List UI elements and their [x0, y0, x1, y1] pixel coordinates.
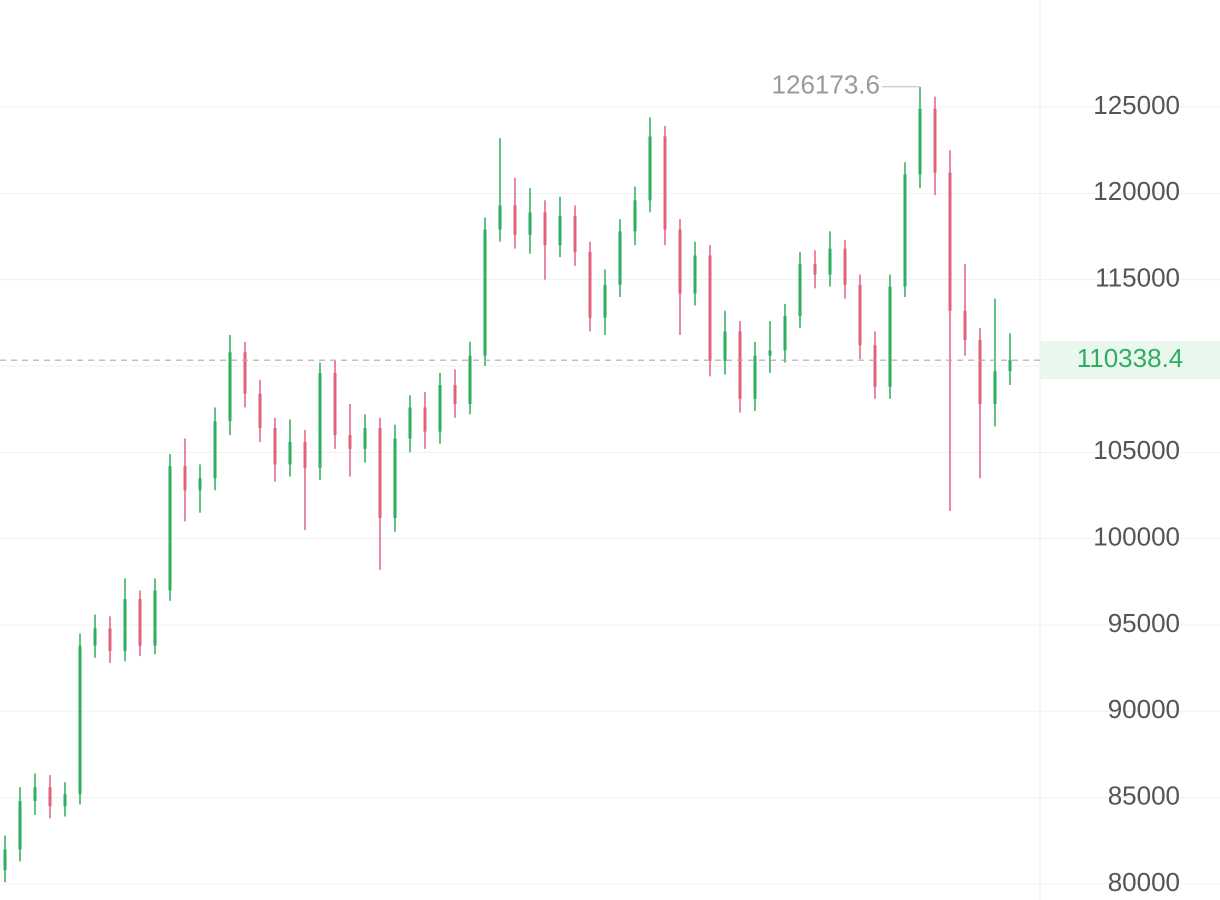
candle-body	[1008, 360, 1012, 372]
candle-body	[273, 428, 277, 465]
candle-body	[918, 108, 922, 175]
last-price-bg	[1040, 341, 1220, 380]
candle-body	[768, 350, 772, 356]
y-tick-label: 100000	[1093, 522, 1180, 552]
candle-body	[888, 286, 892, 387]
y-tick-label: 85000	[1108, 780, 1180, 810]
y-tick-label: 95000	[1108, 608, 1180, 638]
candle-body	[423, 407, 427, 432]
candle-body	[333, 372, 337, 436]
candle-body	[153, 590, 157, 646]
candle-body	[903, 174, 907, 287]
candle-body	[363, 428, 367, 449]
candle-body	[513, 205, 517, 235]
y-tick-label: 120000	[1093, 176, 1180, 206]
candle-body	[978, 340, 982, 404]
candle-body	[468, 355, 472, 404]
candle-body	[378, 428, 382, 518]
max-label: 126173.6	[772, 70, 880, 100]
candle-body	[453, 384, 457, 404]
candle-body	[843, 248, 847, 285]
candle-body	[723, 331, 727, 361]
candle-body	[648, 136, 652, 201]
y-tick-label: 105000	[1093, 435, 1180, 465]
candle-body	[288, 441, 292, 465]
candle-body	[33, 787, 37, 802]
candle-body	[93, 628, 97, 646]
candle-body	[18, 801, 22, 850]
candle-body	[633, 200, 637, 232]
candle-body	[498, 205, 502, 230]
candle-body	[348, 435, 352, 449]
candle-body	[228, 352, 232, 422]
candle-body	[438, 384, 442, 432]
candle-body	[588, 252, 592, 318]
y-tick-label: 90000	[1108, 694, 1180, 724]
candle-body	[603, 284, 607, 318]
candle-body	[963, 310, 967, 341]
candle-body	[213, 421, 217, 479]
candle-body	[303, 441, 307, 468]
candle-body	[168, 466, 172, 591]
candle-body	[78, 645, 82, 795]
candle-body	[408, 407, 412, 439]
candle-body	[618, 231, 622, 285]
candle-body	[558, 215, 562, 246]
candle-body	[63, 794, 67, 807]
candle-body	[783, 315, 787, 351]
candle-body	[3, 849, 7, 871]
candle-body	[708, 255, 712, 361]
candle-body	[183, 466, 187, 491]
candle-body	[738, 331, 742, 399]
candle-body	[108, 628, 112, 651]
candle-body	[873, 345, 877, 387]
candle-body	[138, 599, 142, 646]
candle-body	[483, 229, 487, 356]
candle-body	[573, 215, 577, 253]
candle-body	[198, 478, 202, 491]
candle-body	[123, 599, 127, 651]
candle-body	[48, 787, 52, 807]
candle-body	[813, 264, 817, 275]
candle-body	[318, 372, 322, 468]
last-price-label: 110338.4	[1077, 343, 1184, 373]
candle-body	[543, 212, 547, 246]
candle-body	[753, 355, 757, 399]
candle-body	[993, 371, 997, 404]
candle-body	[393, 438, 397, 518]
candle-body	[693, 255, 697, 294]
candle-body	[678, 229, 682, 294]
candle-body	[258, 393, 262, 429]
candle-body	[933, 108, 937, 173]
y-tick-label: 115000	[1095, 263, 1180, 293]
candle-body	[828, 248, 832, 275]
candle-body	[858, 284, 862, 346]
y-tick-label: 125000	[1093, 90, 1180, 120]
candle-body	[798, 264, 802, 316]
candle-body	[948, 172, 952, 311]
candle-body	[663, 136, 667, 230]
candle-body	[528, 212, 532, 235]
y-tick-label: 80000	[1108, 867, 1180, 897]
candle-body	[243, 352, 247, 394]
